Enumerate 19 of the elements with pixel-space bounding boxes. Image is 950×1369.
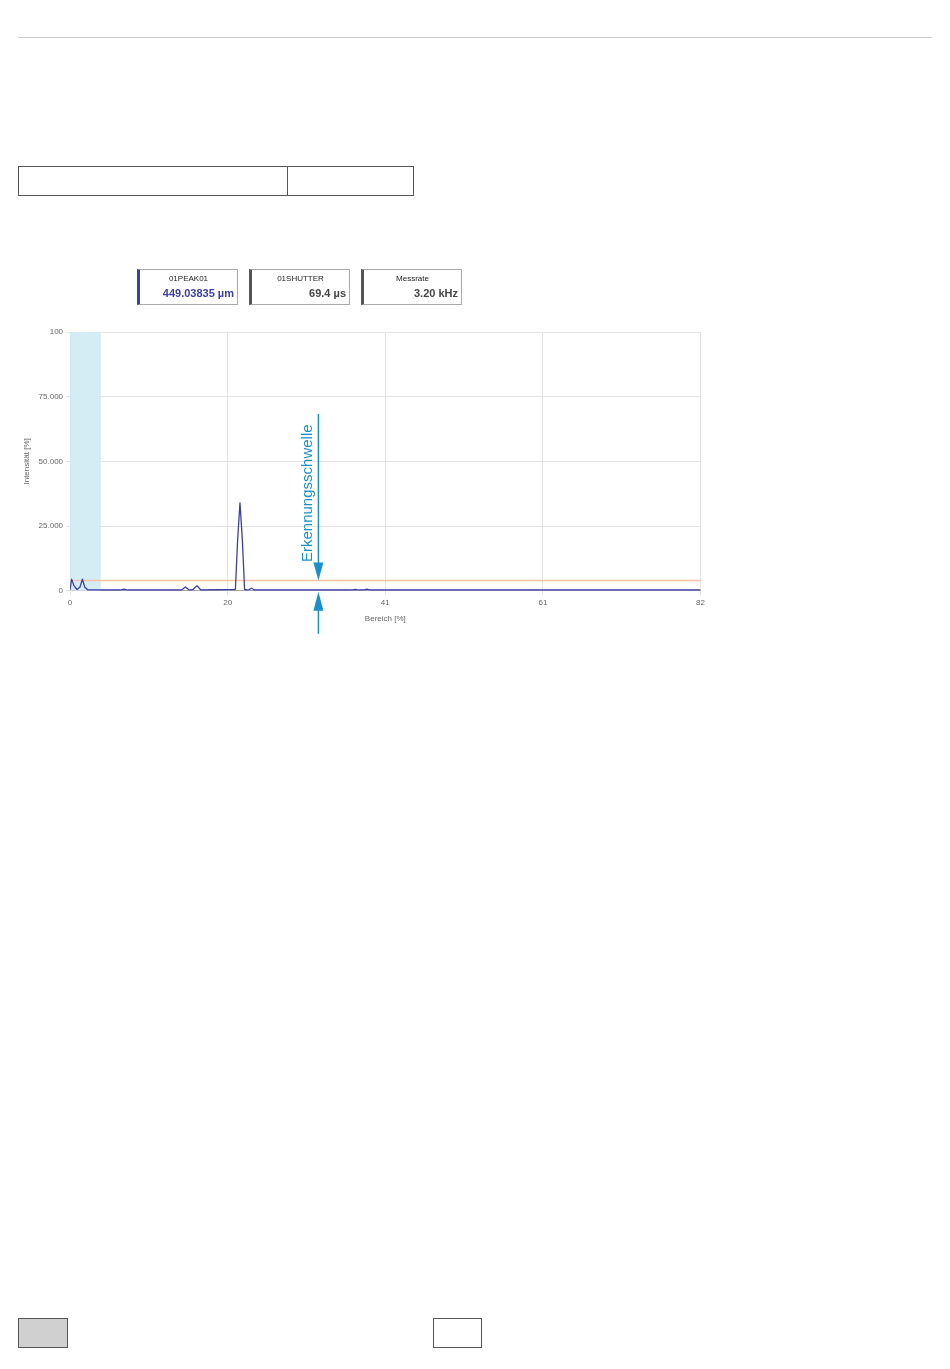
text: Messrate: [395, 274, 430, 283]
text: 69.4 µs: [308, 287, 346, 299]
text: 01SHUTTER: [276, 274, 325, 283]
y-tick-label: 100: [49, 327, 64, 337]
x-tick-label: 61: [538, 597, 548, 607]
annotation: Erkennungsschwelle: [298, 424, 316, 562]
x-tick-label: 0: [67, 597, 73, 607]
y-tick-label: 0: [58, 586, 64, 595]
x-axis-title: Bereich [%]: [364, 614, 406, 624]
x-tick-label: 82: [696, 597, 706, 607]
x-tick-label: 20: [223, 597, 233, 607]
text: 01PEAK01: [167, 274, 210, 283]
y-tick-label: 75.000: [38, 391, 64, 401]
x-tick-label: 41: [380, 597, 391, 607]
y-axis-title: Intensität [%]: [22, 438, 31, 485]
text: 3.20 kHz: [412, 287, 458, 299]
text: 449.03835 µm: [161, 287, 234, 299]
y-tick-label: 25.000: [38, 521, 64, 531]
y-tick-label: 50.000: [38, 456, 64, 466]
